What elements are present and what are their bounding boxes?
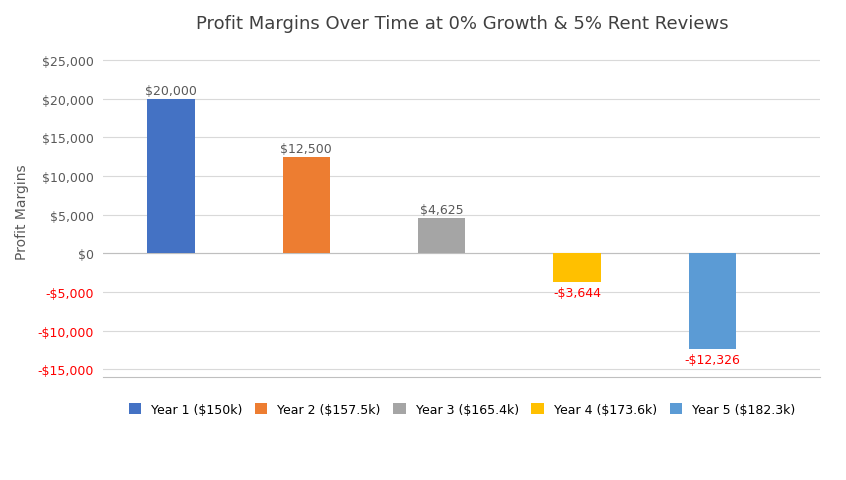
- Bar: [283, 157, 330, 254]
- Text: $20,000: $20,000: [146, 84, 197, 97]
- Text: $12,500: $12,500: [281, 143, 332, 156]
- Text: $4,625: $4,625: [420, 204, 464, 216]
- Text: -$12,326: -$12,326: [684, 354, 740, 367]
- Text: -$3,644: -$3,644: [553, 287, 601, 300]
- Bar: [689, 254, 736, 349]
- Bar: [553, 254, 601, 282]
- Bar: [418, 218, 465, 254]
- Title: Profit Margins Over Time at 0% Growth & 5% Rent Reviews: Profit Margins Over Time at 0% Growth & …: [195, 15, 728, 33]
- Y-axis label: Profit Margins: Profit Margins: [15, 164, 29, 259]
- Legend: Year 1 ($150k), Year 2 ($157.5k), Year 3 ($165.4k), Year 4 ($173.6k), Year 5 ($1: Year 1 ($150k), Year 2 ($157.5k), Year 3…: [124, 398, 800, 421]
- Bar: [147, 99, 195, 254]
